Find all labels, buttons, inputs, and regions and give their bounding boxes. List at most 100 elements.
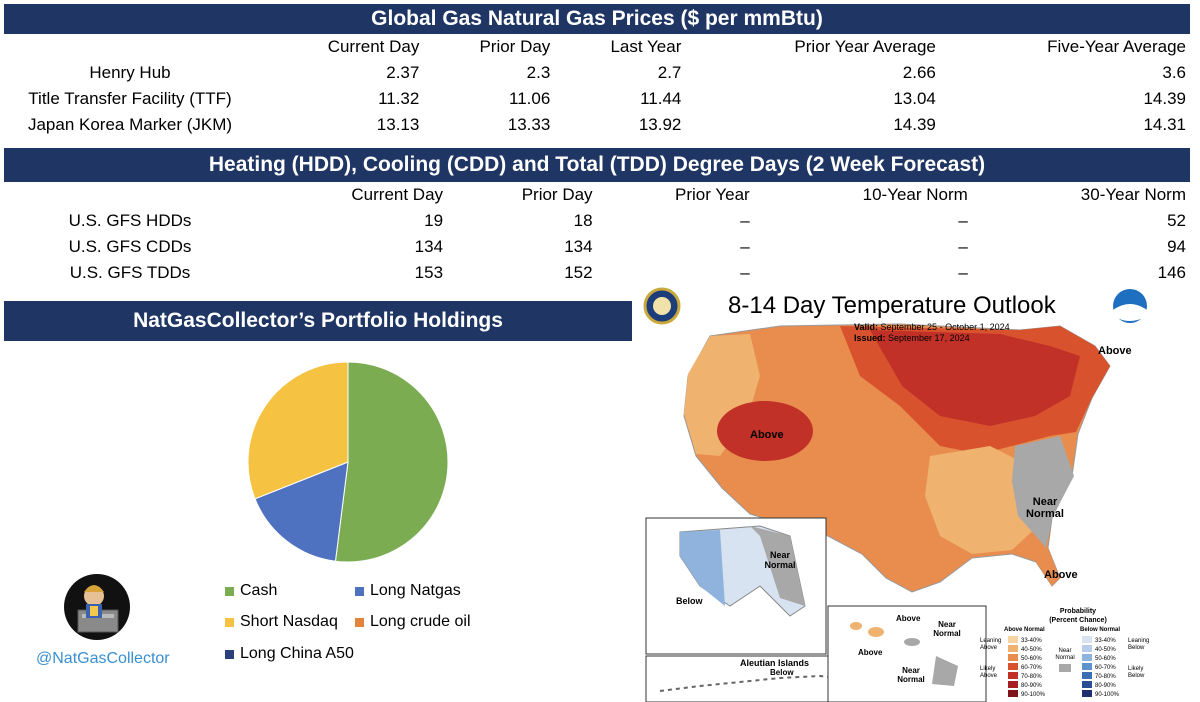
cell: – — [958, 211, 968, 230]
hawaii-inset — [827, 605, 987, 702]
map-label-ak-below: Below — [676, 596, 703, 606]
legend-title: Probability — [1059, 608, 1097, 615]
map-label-above-west: Above — [750, 429, 784, 441]
map-label-near-normal-se: Near Normal — [1026, 496, 1064, 520]
cell: 18 — [573, 211, 593, 230]
table-row: U.S. GFS TDDs 153 152 – – 146 — [4, 260, 1190, 286]
cell: – — [958, 263, 968, 282]
legend-swatch — [355, 586, 364, 596]
legend-swatch — [225, 649, 234, 659]
noaa-logo-icon — [1113, 289, 1147, 323]
cell: 2.66 — [902, 63, 936, 82]
legend-below-bin: 33-40% — [1095, 638, 1116, 644]
map-label-aleutian: Aleutian Islands — [740, 658, 810, 668]
column-header: Five-Year Average — [1047, 37, 1186, 56]
legend-above-bin: 70-80% — [1021, 674, 1042, 680]
legend-item-long-crude-oil: Long crude oil — [355, 613, 471, 631]
column-header: Prior Year Average — [794, 37, 936, 56]
legend-label: Short Nasdaq — [240, 613, 338, 630]
degree-days-title: Heating (HDD), Cooling (CDD) and Total (… — [4, 148, 1190, 182]
legend-above-swatch — [1008, 672, 1018, 679]
legend-above-swatch — [1008, 645, 1018, 652]
legend-leaning-above: Leaning Above — [980, 638, 1002, 651]
row-label-header — [4, 182, 256, 208]
column-header: 30-Year Norm — [1080, 185, 1186, 204]
cell: 14.39 — [1143, 89, 1186, 108]
issued-label: Issued: — [854, 333, 886, 343]
legend-above-bin: 50-60% — [1021, 656, 1042, 662]
legend-below-swatch — [1082, 663, 1092, 670]
cell: 134 — [564, 237, 593, 256]
legend-below-bin: 70-80% — [1095, 674, 1116, 680]
row-label-header — [4, 34, 256, 60]
map-label-hi-near-normal-1: Near Normal — [933, 620, 961, 638]
cell: – — [740, 263, 750, 282]
map-label-hi-above-1: Above — [896, 614, 921, 623]
legend-above-header: Above Normal — [1004, 627, 1045, 633]
legend-below-swatch — [1082, 690, 1092, 697]
legend-below-bin: 90-100% — [1095, 692, 1120, 698]
legend-above-bin: 33-40% — [1021, 638, 1042, 644]
cell: 14.39 — [893, 115, 936, 134]
cell: – — [740, 211, 750, 230]
table-row: U.S. GFS HDDs 19 18 – – 52 — [4, 208, 1190, 234]
legend-below-swatch — [1082, 636, 1092, 643]
cell: 2.3 — [526, 63, 551, 82]
legend-above-swatch — [1008, 663, 1018, 670]
cell: 152 — [564, 263, 593, 282]
issued-date: Issued: September 17, 2024 — [854, 333, 970, 343]
legend-subtitle: (Percent Chance) — [1049, 617, 1107, 624]
cell: 11.44 — [640, 89, 682, 108]
probability-legend: 33-40% 40-50% 50-60% 60-70% 70-80% 80-90% 90-1… — [1008, 636, 1120, 698]
cell: 11.32 — [378, 89, 420, 108]
row-label: U.S. GFS HDDs — [68, 211, 192, 230]
temperature-outlook-map: 33-40% 40-50% 50-60% 60-70% 70-80% 80-90% 90-1… — [640, 286, 1196, 702]
table-header-row: Current Day Prior Day Last Year Prior Ye… — [4, 34, 1190, 60]
map-title: 8-14 Day Temperature Outlook — [728, 292, 1056, 319]
legend-below-header: Below Normal — [1080, 627, 1121, 633]
legend-leaning-below: Leaning Below — [1128, 638, 1150, 651]
row-label: U.S. GFS CDDs — [68, 237, 192, 256]
legend-near-normal: Near Normal — [1055, 648, 1075, 661]
legend-below-bin: 40-50% — [1095, 647, 1116, 653]
legend-swatch — [355, 617, 364, 627]
cell: 13.33 — [507, 115, 551, 134]
valid-label: Valid: — [854, 322, 879, 332]
cell: 13.92 — [638, 115, 682, 134]
column-header: Prior Day — [479, 37, 551, 56]
valid-dates: Valid: September 25 - October 1, 2024 — [854, 322, 1010, 332]
table-row: Japan Korea Marker (JKM) 13.13 13.33 13.… — [4, 112, 1190, 138]
legend-above-swatch — [1008, 690, 1018, 697]
legend-likely-above: Likely Above — [980, 666, 998, 679]
cell: 146 — [1157, 263, 1186, 282]
legend-below-swatch — [1082, 654, 1092, 661]
avatar — [64, 574, 130, 640]
pie-slice-cash — [334, 361, 449, 563]
gas-prices-table: Current Day Prior Day Last Year Prior Ye… — [4, 34, 1190, 138]
row-label: Japan Korea Marker (JKM) — [27, 115, 233, 134]
legend-label: Long Natgas — [370, 582, 461, 599]
legend-item-short-nasdaq: Short Nasdaq — [225, 613, 338, 631]
cell: 13.13 — [376, 115, 420, 134]
legend-near-normal-swatch — [1059, 664, 1071, 672]
column-header: Current Day — [327, 37, 420, 56]
legend-above-swatch — [1008, 636, 1018, 643]
cell: 13.04 — [893, 89, 936, 108]
table-row: Henry Hub 2.37 2.3 2.7 2.66 3.6 — [4, 60, 1190, 86]
legend-below-bin: 50-60% — [1095, 656, 1116, 662]
social-handle[interactable]: @NatGasCollector — [36, 650, 170, 667]
legend-below-swatch — [1082, 672, 1092, 679]
legend-below-bin: 80-90% — [1095, 683, 1116, 689]
table-row: U.S. GFS CDDs 134 134 – – 94 — [4, 234, 1190, 260]
issued-value: September 17, 2024 — [888, 333, 970, 343]
column-header: Prior Year — [675, 185, 750, 204]
column-header: Last Year — [610, 37, 682, 56]
portfolio-pie-chart — [247, 361, 449, 563]
avatar-illustration — [77, 585, 119, 633]
map-label-hi-above-2: Above — [858, 648, 883, 657]
cell: 11.06 — [509, 89, 551, 108]
table-header-row: Current Day Prior Day Prior Year 10-Year… — [4, 182, 1190, 208]
valid-value: September 25 - October 1, 2024 — [880, 322, 1010, 332]
legend-below-bin: 60-70% — [1095, 665, 1116, 671]
cell: 19 — [424, 211, 444, 230]
